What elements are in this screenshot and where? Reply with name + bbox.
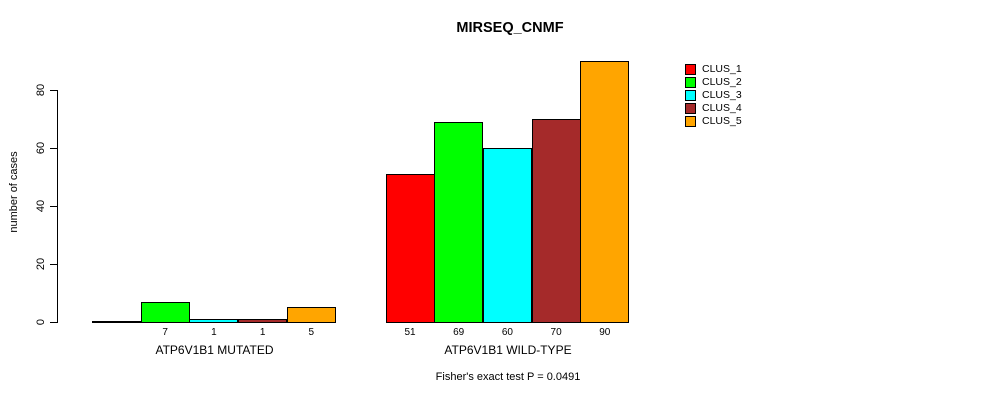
bar-value-label: 70	[550, 327, 562, 338]
bar-value-label: 69	[453, 327, 465, 338]
legend-label-clus_3: CLUS_3	[702, 89, 742, 101]
bar-value-label: 1	[259, 327, 266, 338]
legend-label-clus_1: CLUS_1	[702, 63, 742, 75]
bar-clus_4-group2	[531, 119, 581, 323]
bar-clus_3-group1	[189, 319, 239, 323]
bar-clus_4-group1	[238, 319, 288, 323]
y-axis-line	[57, 90, 58, 323]
legend-swatch-clus_4	[685, 103, 696, 114]
y-tick-mark	[50, 264, 57, 265]
legend-swatch-clus_3	[685, 90, 696, 101]
y-tick-mark	[50, 148, 57, 149]
chart-title: MIRSEQ_CNMF	[456, 20, 564, 36]
bar-clus_5-group1	[286, 307, 336, 323]
bar-clus_1-group1-zero	[92, 321, 141, 323]
y-tick-label: 0	[35, 318, 47, 326]
legend-label-clus_5: CLUS_5	[702, 115, 742, 127]
y-tick-label: 80	[35, 83, 47, 97]
legend-swatch-clus_1	[685, 64, 696, 75]
bar-value-label: 1	[211, 327, 217, 338]
bar-value-label: 90	[599, 327, 611, 338]
pvalue-annotation: Fisher's exact test P = 0.0491	[435, 371, 581, 383]
bar-value-label: 5	[308, 327, 315, 338]
legend-label-clus_2: CLUS_2	[702, 76, 742, 88]
bar-value-label: 60	[501, 327, 513, 338]
y-tick-mark	[50, 90, 57, 91]
bar-clus_2-group1	[140, 302, 190, 323]
legend-swatch-clus_2	[685, 77, 696, 88]
y-axis-label: number of cases	[8, 151, 20, 233]
y-tick-label: 20	[35, 257, 47, 271]
legend-swatch-clus_5	[685, 116, 696, 127]
bar-clus_3-group2	[482, 148, 532, 323]
category-label-group2: ATP6V1B1 WILD-TYPE	[444, 343, 572, 357]
y-tick-label: 40	[35, 199, 47, 213]
bar-value-label: 7	[162, 327, 168, 338]
category-label-group1: ATP6V1B1 MUTATED	[155, 343, 274, 357]
bar-clus_1-group2	[385, 174, 435, 323]
bar-clus_5-group2	[580, 61, 630, 323]
legend-label-clus_4: CLUS_4	[702, 102, 742, 114]
y-tick-mark	[50, 322, 57, 323]
bar-value-label: 51	[404, 327, 416, 338]
bar-clus_2-group2	[434, 122, 484, 323]
y-tick-mark	[50, 206, 57, 207]
y-tick-label: 60	[35, 141, 47, 155]
